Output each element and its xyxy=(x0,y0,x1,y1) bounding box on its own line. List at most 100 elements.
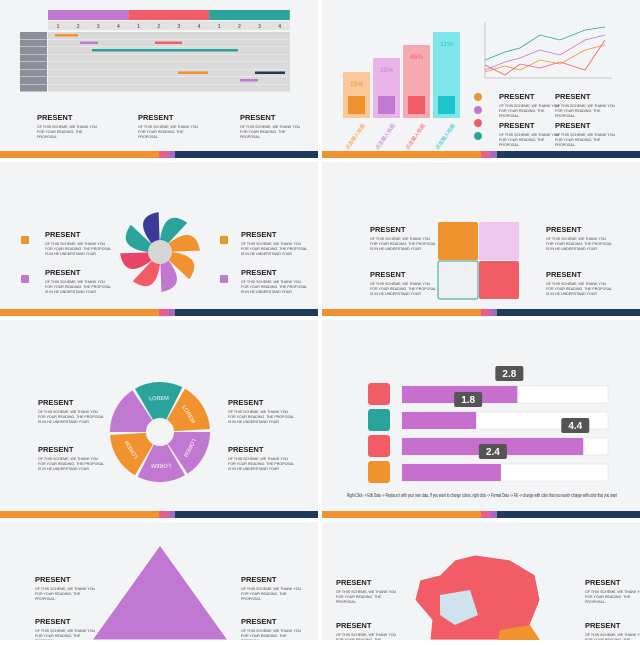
body-text: OF THIS SCHEME, WE THANK YOU FOR YOUR REA… xyxy=(546,282,612,296)
body-text: OF THIS SCHEME, WE THANK YOU FOR YOUR REA… xyxy=(499,104,560,118)
check-icon xyxy=(474,132,482,140)
value-callout xyxy=(561,418,590,433)
body-text: OF THIS SCHEME, WE THANK YOU FOR YOUR REA… xyxy=(241,587,302,601)
heading: PRESENT xyxy=(241,230,277,239)
gantt-col-label: 3 xyxy=(258,24,261,30)
bar xyxy=(402,464,501,481)
heading: PRESENT xyxy=(370,225,406,234)
gantt-row-label xyxy=(20,32,47,39)
heading: PRESENT xyxy=(555,92,591,101)
stripe xyxy=(0,309,159,316)
heading: PRESENT xyxy=(35,575,71,584)
ring-segment xyxy=(167,388,210,432)
body-text: OF THIS SCHEME, WE THANK YOU FOR YOUR REA… xyxy=(499,133,560,147)
ring-segment xyxy=(137,444,185,482)
check-icon xyxy=(474,119,482,127)
heading: PRESENT xyxy=(546,225,582,234)
stripe xyxy=(0,151,159,158)
heading: PRESENT xyxy=(336,578,372,587)
body-text: OF THIS SCHEME, WE THANK YOU FOR YOUR REA… xyxy=(370,282,436,296)
body-text: OF THIS SCHEME, WE THANK YOU FOR YOUR REA… xyxy=(38,457,104,471)
heading: PRESENT xyxy=(585,621,621,630)
gantt-col-head xyxy=(209,21,230,30)
value-callout xyxy=(478,444,507,459)
gantt-col-head xyxy=(189,21,210,30)
puzzle-piece xyxy=(437,260,479,300)
color-square xyxy=(368,435,390,457)
gantt-col-label: 2 xyxy=(157,24,160,30)
percent-base xyxy=(378,96,395,114)
stripe xyxy=(481,151,491,158)
value-label: 4.4 xyxy=(568,421,582,432)
gantt-row xyxy=(48,54,290,62)
heading: PRESENT xyxy=(45,230,81,239)
percent-label: 45% xyxy=(410,54,423,61)
checkbox xyxy=(21,236,29,244)
percent-label: 11% xyxy=(440,41,453,48)
gantt-col-head xyxy=(48,21,68,30)
heading: PRESENT xyxy=(38,445,74,454)
ring-segment xyxy=(110,432,153,476)
percent-base xyxy=(438,96,455,114)
color-square xyxy=(368,383,390,405)
gantt-col-head xyxy=(68,21,89,30)
body-text: OF THIS SCHEME, WE THANK YOU FOR YOUR REA… xyxy=(555,104,616,118)
heading: PRESENT xyxy=(555,121,591,130)
gantt-task xyxy=(92,49,205,52)
pinwheel-center xyxy=(148,240,172,264)
stripe xyxy=(496,151,640,158)
gantt-col-label: 3 xyxy=(178,24,181,30)
stripe xyxy=(322,151,481,158)
stripe xyxy=(0,511,159,518)
body-text: OF THIS SCHEME, WE THANK YOU FOR YOUR REA… xyxy=(35,587,96,601)
heading: PRESENT xyxy=(37,113,73,122)
gantt-row xyxy=(48,84,290,92)
check-icon xyxy=(474,93,482,101)
color-square xyxy=(368,409,390,431)
gantt-row xyxy=(48,69,290,77)
percent-label: 15% xyxy=(350,81,363,88)
gantt-col-head xyxy=(269,21,290,30)
stripe xyxy=(168,151,175,158)
stripe xyxy=(490,309,497,316)
heading: PRESENT xyxy=(546,270,582,279)
ring-segment xyxy=(110,390,153,432)
body-text: OF THIS SCHEME, WE THANK YOU FOR YOUR REA… xyxy=(546,237,612,251)
gantt-col-head xyxy=(148,21,169,30)
stripe xyxy=(322,309,481,316)
stripe xyxy=(174,151,318,158)
decor-line xyxy=(484,34,606,71)
heading: PRESENT xyxy=(45,268,81,277)
heading: PRESENT xyxy=(585,578,621,587)
gantt-row-label xyxy=(20,69,47,77)
map-region xyxy=(498,625,540,640)
body-text: OF THIS SCHEME, WE THANK YOU FOR YOUR REA… xyxy=(240,125,301,139)
stripe xyxy=(159,309,169,316)
ring-label: LOREM xyxy=(151,462,171,469)
gantt-col-label: 4 xyxy=(198,24,201,30)
gantt-row-label xyxy=(20,62,47,69)
gantt-col-label: 4 xyxy=(278,24,281,30)
body-text: OF THIS SCHEME, WE THANK YOU FOR YOUR REA… xyxy=(555,133,616,147)
stripe xyxy=(481,309,491,316)
gantt-task xyxy=(240,79,258,82)
heading: PRESENT xyxy=(370,270,406,279)
value-callout xyxy=(454,392,483,407)
gantt-col-label: 3 xyxy=(97,24,100,30)
gantt-task xyxy=(255,71,285,74)
heading: PRESENT xyxy=(499,92,535,101)
heading: PRESENT xyxy=(228,398,264,407)
ring-segment xyxy=(167,432,210,474)
gantt-col-label: 2 xyxy=(77,24,80,30)
body-text: OF THIS SCHEME, WE THANK YOU FOR YOUR REA… xyxy=(138,125,199,139)
heading: PRESENT xyxy=(499,121,535,130)
heading: PRESENT xyxy=(241,575,277,584)
stripe xyxy=(496,309,640,316)
heading: PRESENT xyxy=(336,621,372,630)
puzzle-piece xyxy=(479,222,519,260)
stripe xyxy=(490,151,497,158)
ring-label: LOREM xyxy=(149,396,169,403)
gantt-row-label xyxy=(20,47,47,54)
body-text: OF THIS SCHEME, WE THANK YOU FOR YOUR REA… xyxy=(585,590,640,604)
